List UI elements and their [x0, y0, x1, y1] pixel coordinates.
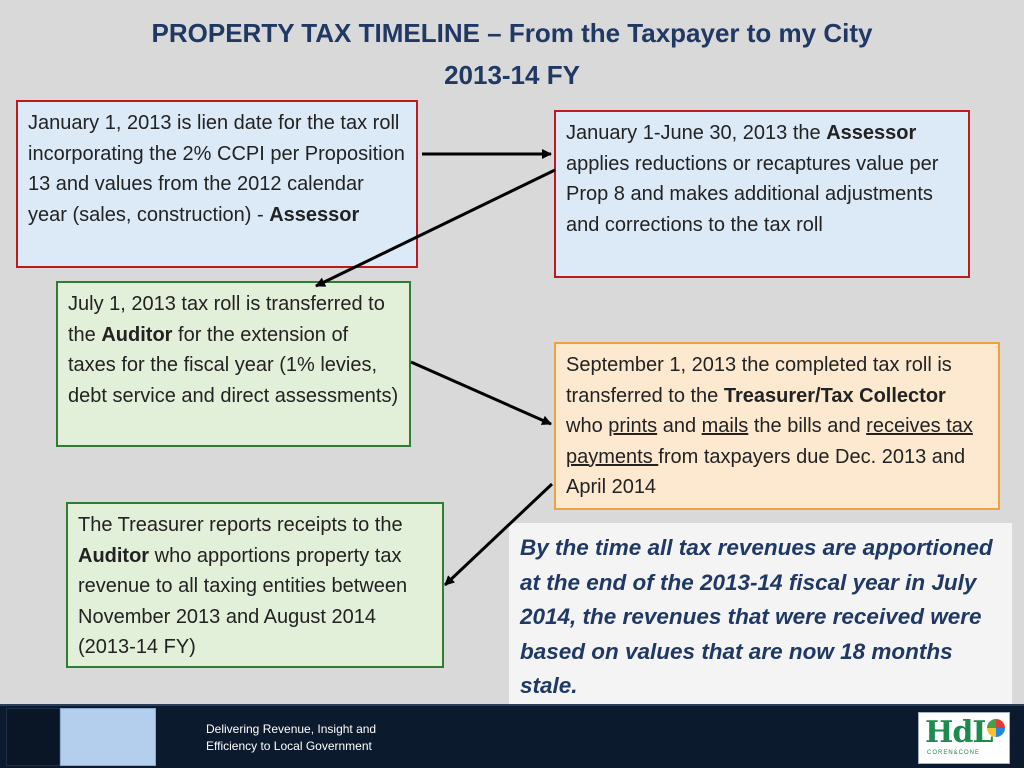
prints-text: prints [608, 415, 658, 437]
footer-tagline: Delivering Revenue, Insight and Efficien… [206, 721, 376, 755]
treasurer-mid3: the bills and [748, 415, 867, 437]
stale-values-note: By the time all tax revenues are apporti… [509, 523, 1012, 706]
arrow-box3-to-box4 [410, 360, 552, 426]
arrow-box4-to-box5 [443, 482, 554, 587]
footer-divider [0, 704, 1024, 706]
tagline-line1: Delivering Revenue, Insight and [206, 722, 377, 736]
treasurer-mid2: and [657, 415, 702, 437]
assessor-label: Assessor [269, 203, 360, 226]
auditor-transfer-post: for the extension of taxes for the fisca… [68, 323, 399, 407]
footer-dark-block [6, 708, 60, 766]
apportion-box: The Treasurer reports receipts to the Au… [66, 502, 444, 668]
assessor-adjustments-pre: January 1-June 30, 2013 the [566, 122, 827, 144]
treasurer-box: September 1, 2013 the completed tax roll… [554, 342, 1000, 510]
treasurer-post: from taxpayers due Dec. 2013 and April 2… [566, 445, 966, 499]
slide-title: PROPERTY TAX TIMELINE – From the Taxpaye… [151, 18, 873, 48]
slide-subtitle: 2013-14 FY [444, 60, 580, 90]
apportion-pre: The Treasurer reports receipts to the [78, 514, 403, 536]
auditor-label: Auditor [101, 323, 173, 346]
assessor-adjustments-post: applies reductions or recaptures value p… [566, 152, 939, 236]
auditor-transfer-box: July 1, 2013 tax roll is transferred to … [56, 281, 411, 447]
lien-date-text: January 1, 2013 is lien date for the tax… [28, 112, 405, 226]
auditor-transfer-pre: July 1, 2013 tax roll is transferred to … [68, 293, 385, 346]
logo-globe-icon [987, 719, 1005, 737]
apportion-post: who apportions property tax revenue to a… [78, 544, 408, 659]
footer-light-block [60, 708, 156, 766]
treasurer-mid1: who [566, 415, 609, 437]
lien-date-box: January 1, 2013 is lien date for the tax… [16, 100, 418, 268]
logo-text: HdL [925, 715, 993, 750]
footer-bar: Delivering Revenue, Insight and Efficien… [0, 704, 1024, 768]
hdl-logo: HdL COREN&CONE [918, 712, 1010, 764]
logo-subtext: COREN&CONE [927, 750, 981, 756]
arrow-box2-to-box3 [315, 168, 556, 288]
treasurer-pre: September 1, 2013 the completed tax roll… [566, 354, 952, 407]
mails-text: mails [701, 415, 749, 437]
auditor-label: Auditor [78, 544, 150, 567]
assessor-label: Assessor [826, 122, 917, 144]
receives-payments-text: receives tax payments [566, 415, 973, 468]
assessor-adjustments-box: January 1-June 30, 2013 the Assessor app… [554, 110, 970, 278]
treasurer-label: Treasurer/Tax Collector [723, 384, 946, 407]
tagline-line2: Efficiency to Local Government [206, 739, 372, 753]
